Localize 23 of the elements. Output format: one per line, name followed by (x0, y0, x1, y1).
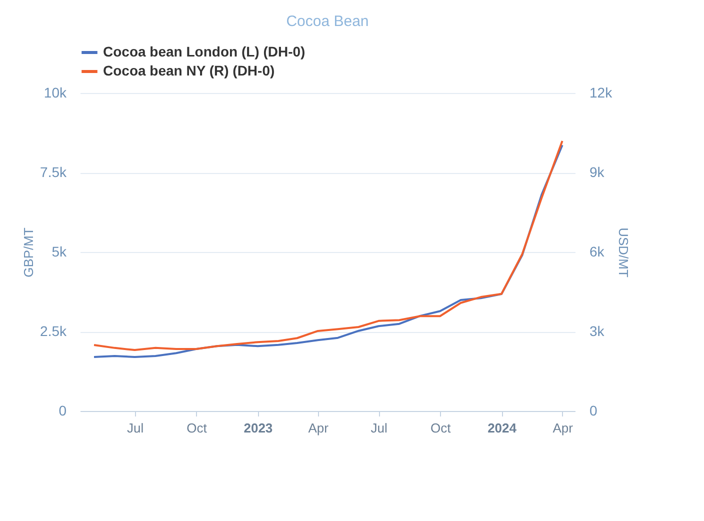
legend-label: Cocoa bean London (L) (DH-0) (103, 44, 306, 60)
x-tick-label: Jul (370, 420, 388, 436)
y-tick-label: 10k (44, 84, 68, 100)
x-tick-label: Jul (126, 420, 144, 436)
y2-tick-label: 6k (590, 244, 606, 260)
chart-title: Cocoa Bean (286, 13, 369, 30)
legend-label: Cocoa bean NY (R) (DH-0) (103, 62, 275, 78)
x-tick-label: Oct (186, 420, 208, 436)
x-tick-label: 2023 (244, 420, 273, 436)
y-tick-label: 2.5k (40, 323, 68, 339)
x-tick-label: Apr (308, 420, 330, 436)
x-tick-label: 2024 (488, 420, 518, 436)
y-axis-title: GBP/MT (21, 228, 36, 278)
x-tick-label: Apr (552, 420, 574, 436)
y-tick-label: 5k (52, 244, 68, 260)
y-tick-label: 0 (58, 402, 67, 418)
y2-axis-title: USD/MT (616, 228, 632, 278)
y2-tick-label: 3k (590, 323, 606, 339)
y-tick-label: 7.5k (40, 164, 68, 180)
y2-tick-label: 12k (590, 84, 614, 100)
y2-tick-label: 0 (590, 402, 598, 418)
y2-tick-label: 9k (590, 164, 606, 180)
x-tick-label: Oct (430, 420, 452, 436)
